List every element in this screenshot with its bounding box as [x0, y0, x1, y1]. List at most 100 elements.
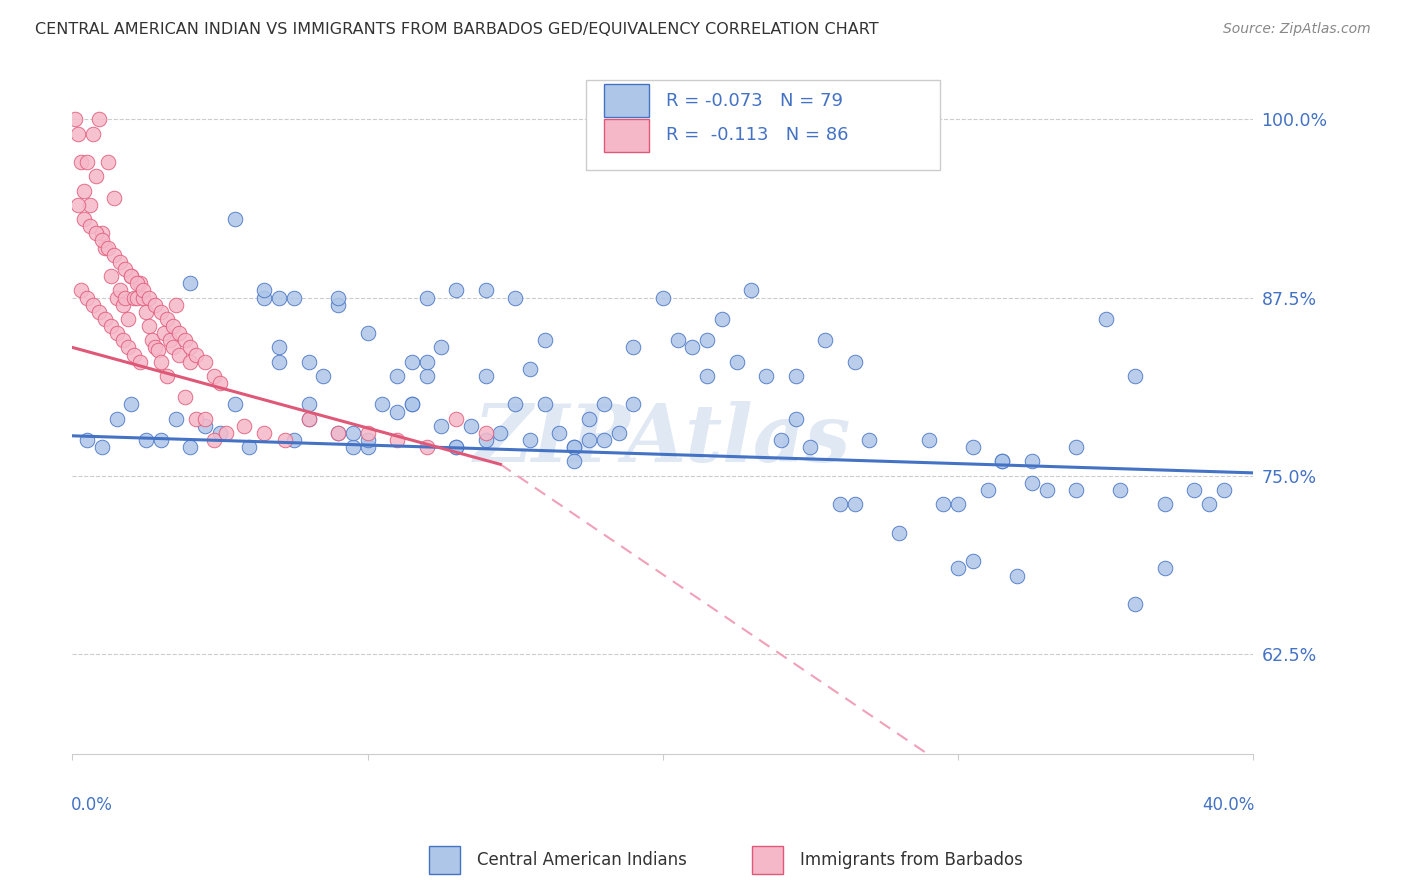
Point	[356, 425, 378, 440]
Point	[297, 397, 319, 411]
Point	[267, 291, 290, 305]
Point	[533, 333, 555, 347]
Point	[90, 440, 112, 454]
Point	[297, 411, 319, 425]
Point	[105, 291, 128, 305]
Point	[143, 340, 166, 354]
Point	[799, 440, 821, 454]
Point	[312, 368, 335, 383]
Point	[283, 291, 305, 305]
Point	[621, 340, 644, 354]
Point	[167, 347, 190, 361]
Point	[253, 425, 276, 440]
Point	[503, 291, 526, 305]
Point	[592, 397, 614, 411]
Point	[356, 440, 378, 454]
Point	[79, 198, 101, 212]
Point	[194, 418, 217, 433]
Point	[97, 155, 120, 169]
Point	[186, 347, 208, 361]
Point	[105, 411, 128, 425]
Point	[1109, 483, 1132, 497]
Point	[430, 340, 453, 354]
Point	[124, 347, 146, 361]
Point	[165, 298, 187, 312]
Point	[1123, 597, 1146, 611]
Point	[385, 404, 408, 418]
Point	[153, 326, 176, 340]
Point	[111, 333, 134, 347]
Point	[90, 234, 112, 248]
Point	[167, 326, 190, 340]
Point	[415, 440, 437, 454]
Point	[415, 291, 437, 305]
Point	[149, 354, 172, 368]
Point	[120, 269, 142, 284]
Point	[127, 277, 149, 291]
Point	[156, 368, 179, 383]
Point	[385, 433, 408, 447]
Point	[489, 425, 512, 440]
Point	[474, 284, 496, 298]
Point	[274, 433, 297, 447]
Point	[519, 361, 541, 376]
Point	[976, 483, 998, 497]
Point	[111, 298, 134, 312]
Text: Immigrants from Barbados: Immigrants from Barbados	[800, 851, 1024, 869]
Point	[132, 291, 155, 305]
Point	[129, 277, 152, 291]
Point	[548, 425, 571, 440]
Point	[1021, 454, 1043, 468]
Point	[127, 291, 149, 305]
Point	[208, 376, 231, 390]
Point	[94, 241, 117, 255]
Point	[474, 425, 496, 440]
Point	[94, 312, 117, 326]
Point	[173, 390, 195, 404]
Point	[1153, 561, 1175, 575]
Point	[165, 411, 187, 425]
Point	[430, 418, 453, 433]
Point	[356, 326, 378, 340]
Point	[503, 397, 526, 411]
Point	[444, 440, 467, 454]
Point	[1212, 483, 1234, 497]
Point	[917, 433, 939, 447]
Point	[710, 312, 733, 326]
Point	[70, 284, 93, 298]
Point	[76, 291, 98, 305]
Point	[519, 433, 541, 447]
Point	[162, 340, 184, 354]
Point	[67, 127, 90, 141]
Text: R = -0.073   N = 79: R = -0.073 N = 79	[666, 92, 844, 110]
Point	[224, 212, 246, 227]
Point	[562, 454, 585, 468]
Point	[474, 368, 496, 383]
Point	[607, 425, 630, 440]
Point	[1123, 368, 1146, 383]
Point	[87, 112, 110, 127]
Point	[82, 127, 104, 141]
Point	[103, 191, 125, 205]
Point	[253, 284, 276, 298]
Point	[173, 333, 195, 347]
Point	[444, 411, 467, 425]
Point	[444, 284, 467, 298]
Point	[415, 354, 437, 368]
Point	[84, 169, 107, 184]
Point	[143, 298, 166, 312]
Point	[562, 440, 585, 454]
Point	[401, 354, 423, 368]
Point	[224, 397, 246, 411]
Point	[283, 433, 305, 447]
Point	[100, 319, 122, 334]
Point	[253, 291, 276, 305]
Point	[129, 354, 152, 368]
Point	[460, 418, 482, 433]
Point	[785, 411, 807, 425]
Point	[858, 433, 880, 447]
Point	[100, 269, 122, 284]
Point	[578, 411, 600, 425]
Point	[202, 433, 225, 447]
Point	[79, 219, 101, 234]
